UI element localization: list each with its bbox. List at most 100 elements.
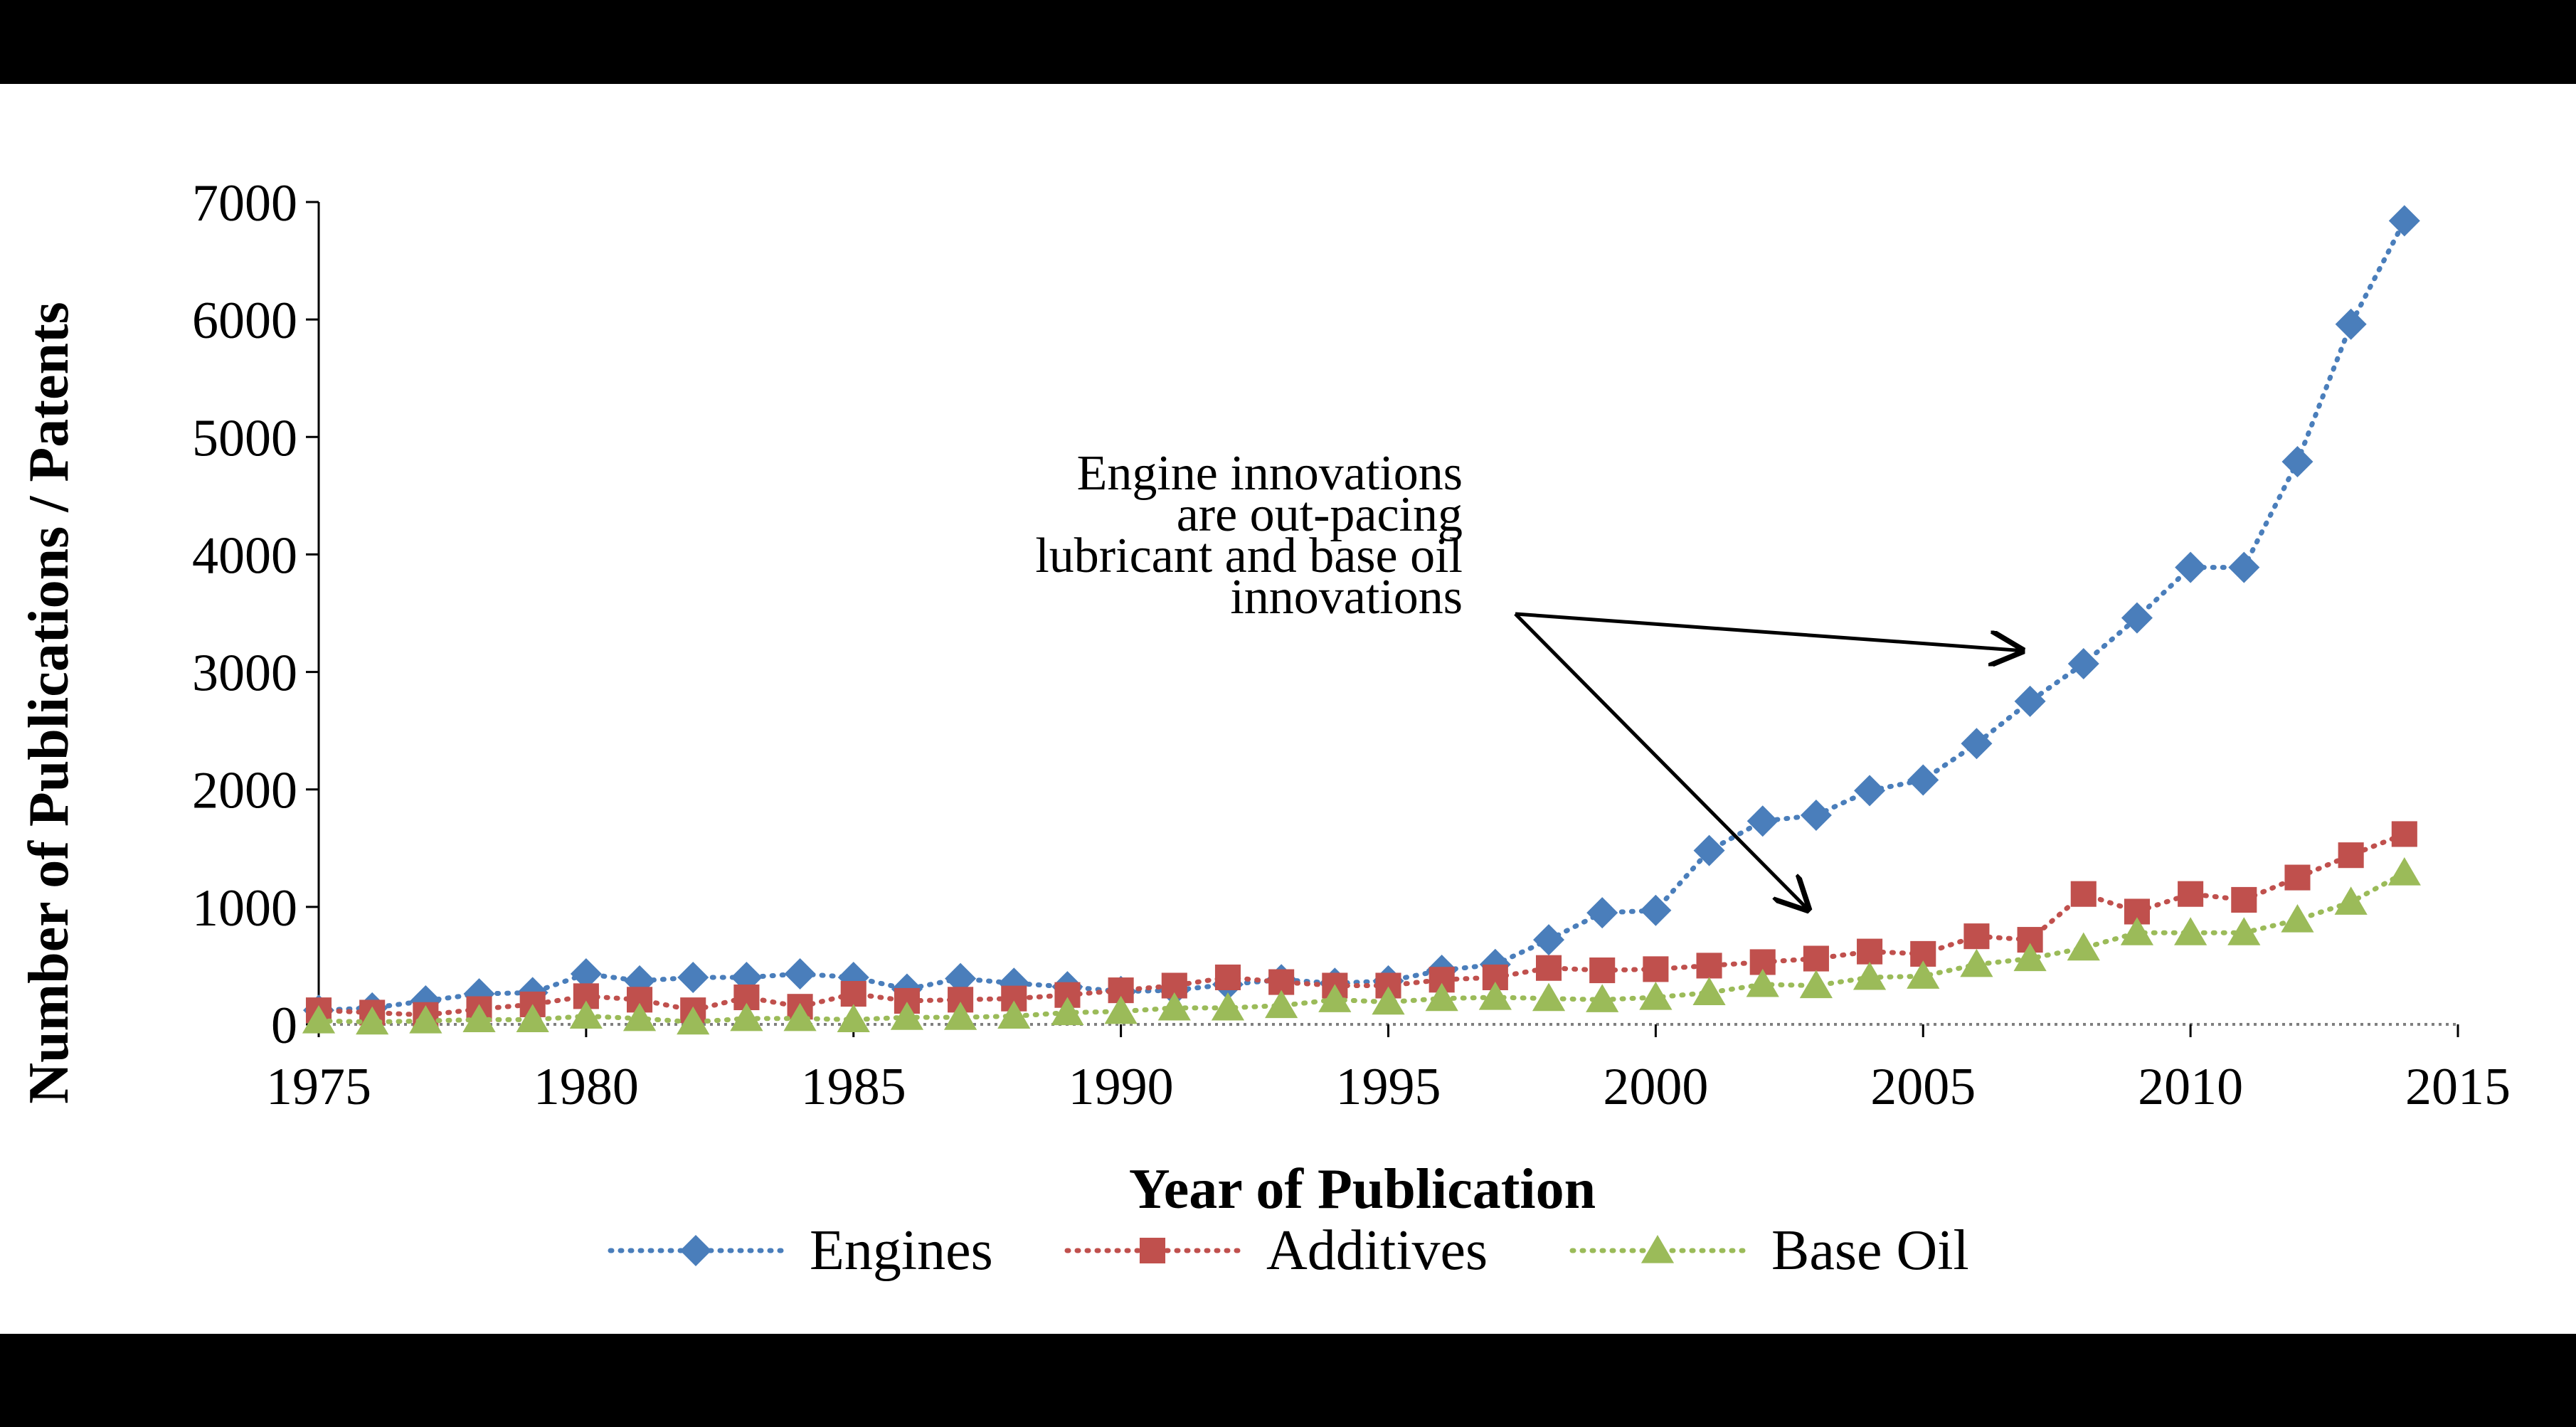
legend-label: Additives (1266, 1219, 1488, 1282)
y-tick-label: 3000 (192, 644, 297, 703)
series-line (316, 218, 2407, 1013)
data-point (462, 1004, 496, 1032)
x-axis-label: Year of Publication (1129, 1158, 1596, 1221)
data-point (2391, 821, 2417, 847)
data-point (2067, 932, 2100, 961)
legend-marker (1641, 1235, 1675, 1263)
data-point (2120, 917, 2154, 945)
series-line (316, 831, 2407, 1018)
data-point (1693, 834, 1725, 866)
chart-panel: 0 1000 2000 3000 4000 5000 6000 7000 1975 1980 198… (0, 84, 2576, 1334)
data-point (516, 1004, 549, 1032)
annotation-text-line: innovations (1230, 570, 1463, 625)
data-point (1318, 984, 1352, 1012)
data-point (2284, 864, 2311, 891)
y-axis-label: Number of Publications / Patents (18, 302, 80, 1103)
data-point (569, 1000, 603, 1029)
data-point (2227, 917, 2261, 945)
data-point (1532, 982, 1566, 1012)
data-point (945, 962, 977, 994)
data-point (356, 1006, 389, 1035)
data-point (2178, 881, 2204, 907)
data-point (2174, 917, 2207, 945)
data-point (1535, 955, 1562, 981)
data-point (2281, 904, 2314, 933)
x-tick-label: 2010 (2138, 1058, 2243, 1116)
data-point (1960, 948, 1993, 977)
data-point (2070, 881, 2097, 907)
data-point (1478, 982, 1512, 1010)
data-point (1425, 982, 1458, 1012)
series-additives (305, 821, 2417, 1028)
y-tick-label: 4000 (192, 526, 297, 585)
legend: Engines Additives Base Oil (608, 1219, 1969, 1282)
data-point (837, 1004, 870, 1032)
data-point (1211, 992, 1245, 1021)
annotation-arrow (1515, 612, 2022, 651)
series-line (316, 870, 2407, 1025)
data-point (1800, 800, 1832, 832)
data-point (1961, 728, 1993, 760)
data-point (1051, 997, 1084, 1026)
annotation-text-line: are out-pacing (1177, 487, 1463, 542)
x-tick-label: 1985 (801, 1058, 906, 1116)
data-point (2014, 685, 2046, 717)
legend-label: Base Oil (1771, 1219, 1969, 1282)
data-point (1157, 992, 1191, 1021)
data-point (622, 1002, 657, 1031)
data-point (1589, 957, 1616, 984)
data-point (2334, 886, 2368, 915)
data-point (1214, 964, 1241, 990)
data-point (2231, 886, 2257, 913)
annotation-arrow (1514, 612, 1808, 909)
annotation-text-line: lubricant and base oil (1035, 529, 1463, 583)
y-tick-label: 1000 (192, 879, 297, 938)
data-point (2175, 551, 2207, 583)
data-point (1746, 968, 1779, 997)
data-point (2335, 308, 2367, 340)
data-point (1857, 938, 1883, 965)
y-tick-label: 2000 (192, 762, 297, 820)
data-point (2228, 551, 2260, 583)
data-point (1104, 995, 1138, 1024)
data-point (784, 957, 816, 990)
data-point (783, 1002, 817, 1031)
data-point (840, 981, 866, 1007)
data-point (302, 1005, 336, 1034)
x-tick-label: 1980 (534, 1058, 639, 1116)
legend-item-engines: Engines (608, 1219, 993, 1282)
x-tick-label: 2005 (1870, 1058, 1976, 1116)
data-point (944, 1002, 977, 1030)
data-point (1692, 977, 1726, 1006)
data-point (2281, 445, 2313, 477)
data-point (1696, 953, 1722, 979)
data-point (2121, 602, 2153, 634)
data-point (1265, 990, 1298, 1019)
data-point (1799, 970, 1833, 999)
data-point (1586, 897, 1618, 929)
series-base-oil (302, 856, 2421, 1035)
x-tick-label: 2000 (1603, 1058, 1708, 1116)
data-point (2067, 648, 2099, 680)
data-point (1803, 945, 1829, 972)
data-point (1853, 961, 1887, 990)
data-point (1963, 923, 1990, 950)
axes: 0 1000 2000 3000 4000 5000 6000 7000 1975 1980 198… (192, 174, 2511, 1116)
x-tick-label: 2015 (2405, 1058, 2511, 1116)
data-point (677, 961, 709, 993)
data-point (890, 1002, 924, 1030)
data-point (2387, 856, 2421, 886)
data-point (1533, 924, 1565, 956)
data-point (1372, 986, 1405, 1015)
series-layer (302, 205, 2421, 1035)
data-point (1643, 956, 1669, 982)
legend-marker (680, 1235, 711, 1266)
data-point (1586, 984, 1619, 1012)
legend-item-base-oil: Base Oil (1569, 1219, 1969, 1282)
legend-item-additives: Additives (1064, 1219, 1488, 1282)
x-tick-label: 1995 (1336, 1058, 1441, 1116)
annotation-text-line: Engine innovations (1077, 446, 1463, 501)
data-point (1854, 775, 1886, 807)
data-point (997, 1000, 1031, 1029)
